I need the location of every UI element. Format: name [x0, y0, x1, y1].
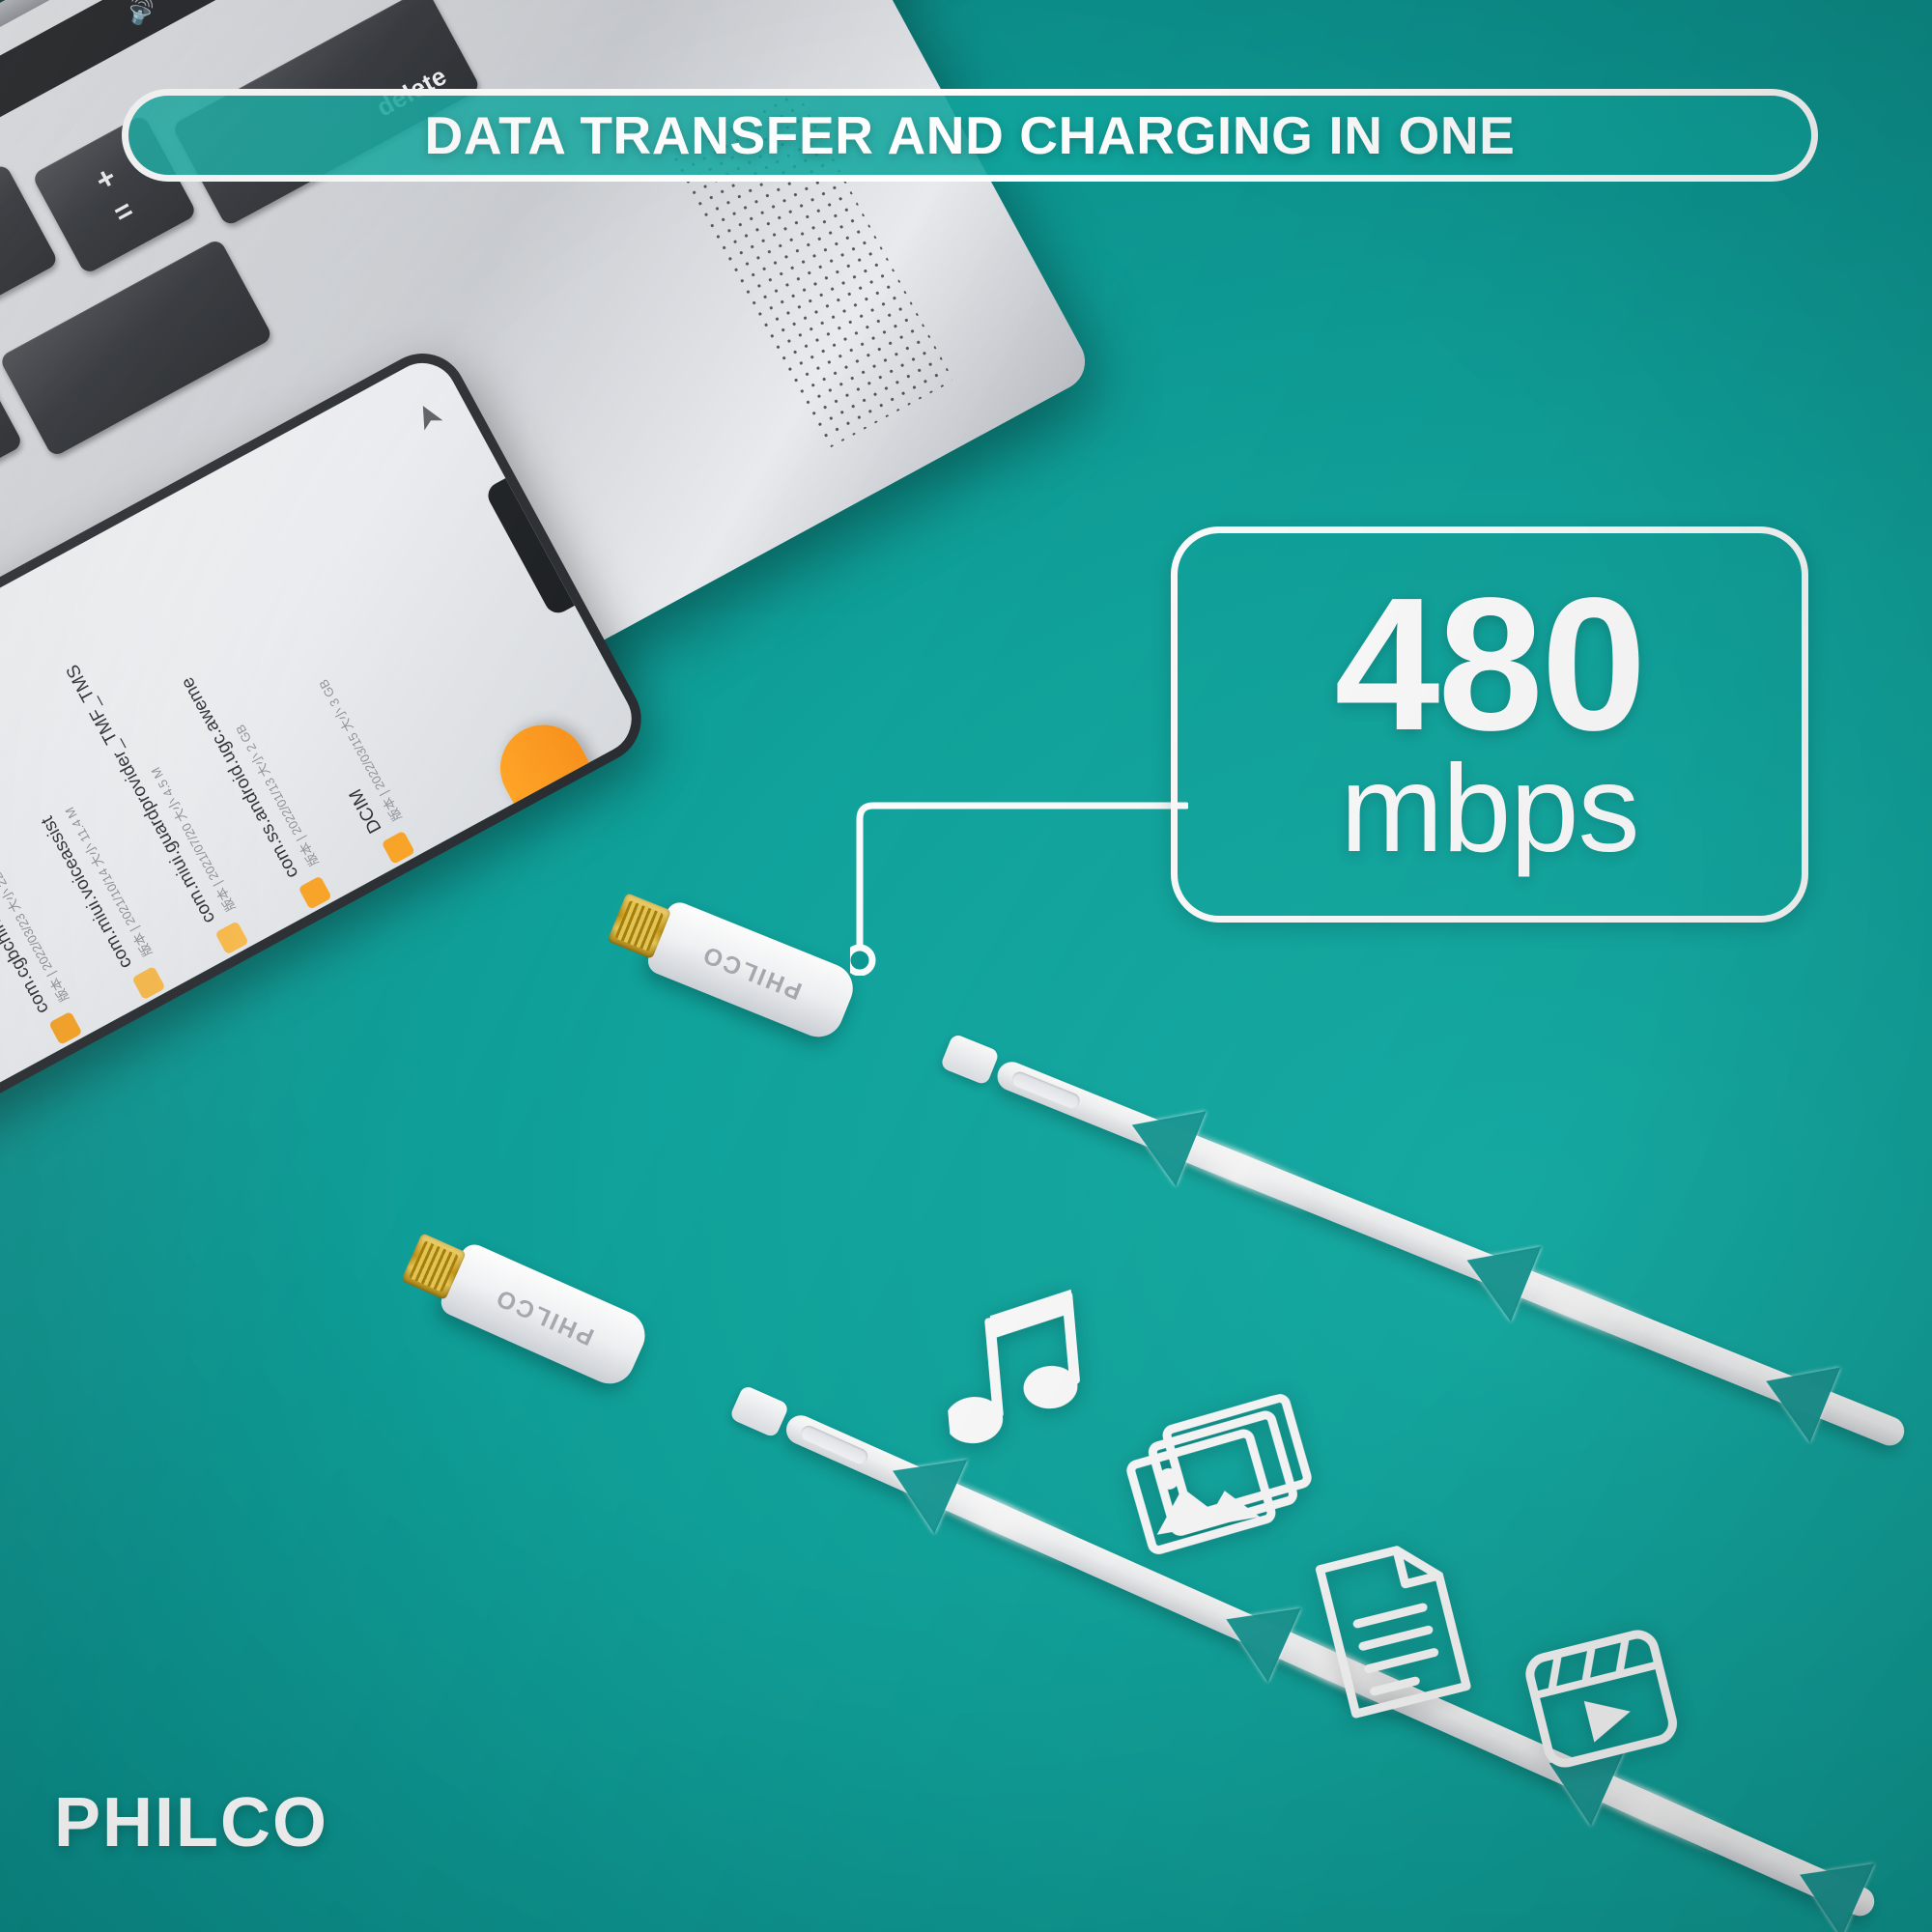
philco-logo: PHILCO [54, 1784, 329, 1861]
file-type-icon [48, 1010, 83, 1046]
data-flow-arrow [1117, 1087, 1207, 1187]
data-flow-arrow [1783, 1837, 1875, 1932]
volume-up-icon[interactable]: 🔊 [121, 0, 161, 29]
document-icon [1302, 1529, 1485, 1733]
photo-stack-icon [1115, 1391, 1325, 1576]
file-type-icon [381, 830, 415, 865]
data-flow-arrow [1451, 1222, 1542, 1322]
file-type-icon [214, 921, 249, 955]
file-type-icon [131, 965, 166, 1001]
speed-value: 480 [1334, 557, 1646, 770]
send-arrow-icon[interactable]: ➤ [405, 396, 451, 439]
file-type-icon [298, 875, 332, 910]
video-clip-icon [1511, 1608, 1697, 1791]
data-flow-arrow [1750, 1343, 1841, 1443]
music-note-icon [938, 1287, 1096, 1458]
connector-brand-label: PHILCO [697, 939, 807, 1005]
list-item[interactable]: DCIM 版本 | 2022/03/15 大小 3 GB [293, 676, 423, 868]
headline-banner: DATA TRANSFER AND CHARGING IN ONE [122, 89, 1818, 182]
speed-unit: mbps [1340, 740, 1640, 879]
speed-callout-box: 480 mbps [1171, 526, 1808, 923]
data-flow-arrow [1209, 1581, 1301, 1683]
connector-brand-label: PHILCO [491, 1282, 599, 1350]
page-title: DATA TRANSFER AND CHARGING IN ONE [424, 105, 1516, 165]
